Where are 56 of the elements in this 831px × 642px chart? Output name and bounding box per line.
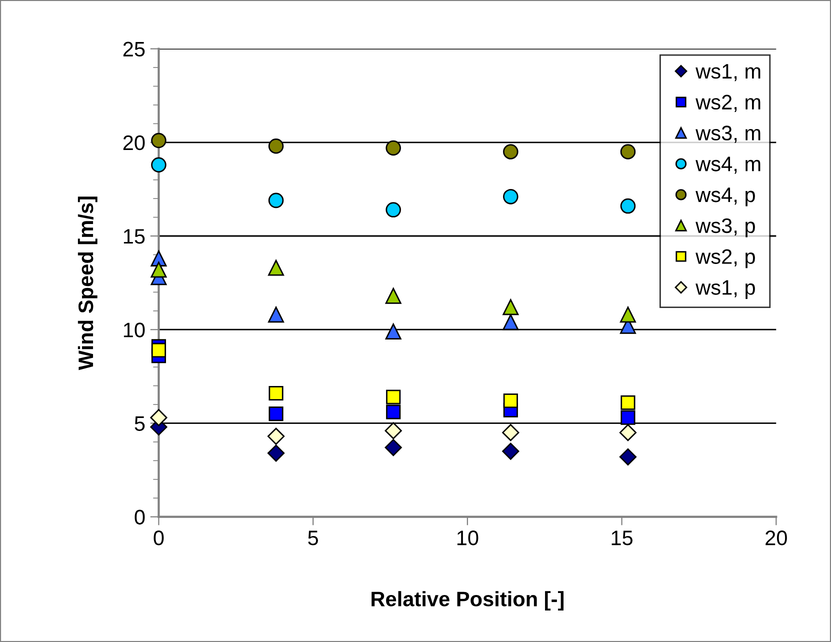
legend-label: ws1, m: [696, 64, 760, 82]
point: [620, 306, 636, 323]
point: [386, 390, 401, 404]
y-tick-label: 5: [134, 416, 145, 431]
y-tick-label: 25: [123, 42, 145, 57]
point: [620, 198, 636, 214]
point: [502, 424, 520, 442]
x-axis-title: Relative Position [-]: [372, 591, 564, 611]
point: [619, 424, 637, 442]
point: [268, 260, 284, 276]
y-tick-label: 0: [134, 510, 145, 525]
y-tick-label: 10: [124, 322, 145, 338]
point: [385, 288, 402, 304]
point: [151, 132, 166, 148]
legend-label: ws3, p: [696, 218, 755, 238]
legend-label: ws2, m: [696, 94, 760, 112]
point: [502, 314, 519, 330]
y-axis-title: Wind Speed [m/s]: [78, 196, 98, 370]
point: [268, 306, 284, 323]
x-tick-label: 20: [766, 530, 787, 546]
y-tick-label: 20: [123, 135, 145, 150]
x-tick-label: 15: [612, 530, 633, 546]
point: [619, 448, 637, 466]
point: [384, 422, 402, 440]
point: [150, 409, 168, 426]
point: [620, 410, 636, 425]
point: [268, 192, 284, 208]
x-tick-label: 0: [154, 530, 164, 546]
point: [502, 299, 519, 316]
point: [268, 386, 284, 401]
point: [503, 144, 518, 160]
x-tick-label: 10: [457, 530, 478, 546]
point: [386, 404, 401, 420]
point: [384, 438, 402, 456]
point: [620, 144, 636, 160]
point: [386, 140, 401, 156]
point: [151, 342, 166, 358]
point: [268, 138, 284, 154]
point: [503, 189, 518, 204]
point: [268, 406, 284, 422]
point: [150, 262, 167, 278]
legend-label: ws4, m: [696, 156, 760, 174]
point: [267, 444, 285, 462]
point: [502, 442, 520, 460]
point: [151, 157, 166, 172]
y-tick-label: 15: [124, 229, 145, 244]
legend-label: ws2, p: [696, 249, 755, 268]
legend-label: ws3, m: [696, 126, 760, 143]
point: [385, 323, 402, 340]
legend-label: ws4, p: [696, 188, 755, 206]
point: [503, 393, 518, 408]
point: [267, 428, 285, 445]
point: [620, 395, 636, 410]
legend-label: ws1, p: [696, 280, 755, 299]
x-tick-label: 5: [308, 530, 318, 546]
point: [386, 202, 401, 218]
